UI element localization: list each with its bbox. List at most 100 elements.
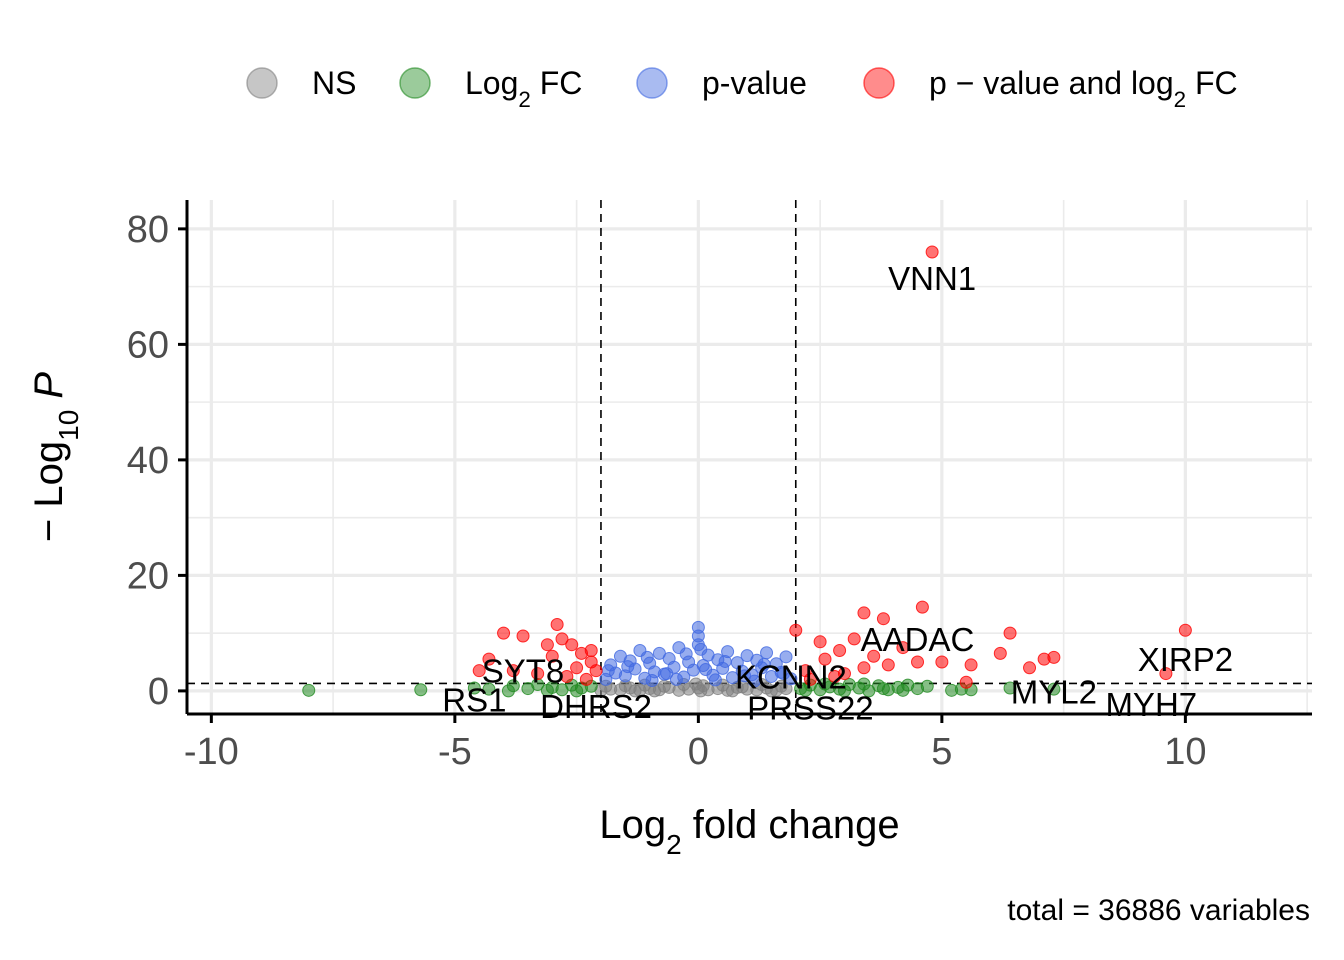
point-pfc <box>550 617 564 631</box>
point-pfc <box>545 649 559 663</box>
point-p <box>679 647 693 661</box>
y-tick-label: 0 <box>148 671 169 713</box>
legend-label-p: p-value <box>702 65 807 101</box>
point-p <box>660 667 674 681</box>
gene-label: DHRS2 <box>540 688 652 725</box>
point-fc <box>482 682 496 696</box>
point-pfc <box>857 661 871 675</box>
point-pfc <box>506 664 520 678</box>
point-p <box>757 657 771 671</box>
point-pfc <box>828 669 842 683</box>
point-fc <box>501 684 515 698</box>
point-pfc <box>833 643 847 657</box>
point-pfc <box>813 635 827 649</box>
point-fc <box>414 683 428 697</box>
point-pfc <box>911 655 925 669</box>
point-pfc <box>959 675 973 689</box>
point-pfc <box>867 649 881 663</box>
point-fc <box>540 683 554 697</box>
point-pfc <box>540 638 554 652</box>
point-pfc <box>1159 667 1173 681</box>
gene-label: KCNN2 <box>735 658 847 695</box>
point-p <box>621 660 635 674</box>
point-pfc <box>993 646 1007 660</box>
point-pfc <box>925 245 939 259</box>
point-fc <box>837 684 851 698</box>
x-tick-label: -10 <box>184 731 239 773</box>
point-pfc <box>1003 626 1017 640</box>
legend-key-p <box>636 67 668 99</box>
point-ns <box>694 684 708 698</box>
legend-key-fc <box>399 67 431 99</box>
y-tick-label: 80 <box>127 209 169 251</box>
point-p <box>779 650 793 664</box>
x-tick-label: 5 <box>931 731 952 773</box>
gene-label: SYT8 <box>482 653 565 690</box>
x-axis-title: Log2 fold change <box>599 803 899 860</box>
point-fc <box>857 677 871 691</box>
point-fc <box>876 682 890 696</box>
point-fc <box>920 679 934 693</box>
point-pfc <box>555 632 569 646</box>
point-p <box>645 674 659 688</box>
point-fc <box>570 684 584 698</box>
point-ns <box>628 684 642 698</box>
gene-label: AADAC <box>861 621 975 658</box>
point-p <box>699 663 713 677</box>
gene-label: MYL2 <box>1011 673 1097 710</box>
legend-label-fc: Log2 FC <box>465 65 582 112</box>
y-axis-title: − Log10 P <box>27 372 84 543</box>
point-fc <box>467 681 481 695</box>
point-pfc <box>1178 623 1192 637</box>
point-pfc <box>1047 650 1061 664</box>
point-pfc <box>497 626 511 640</box>
point-pfc <box>935 655 949 669</box>
legend: NS Log2 FC p-value p − value and log2 FC <box>246 65 1238 112</box>
point-pfc <box>876 612 890 626</box>
point-p <box>640 650 654 664</box>
axes: -10 -5 0 5 10 0 20 40 60 80 <box>127 200 1312 773</box>
point-ns <box>725 684 739 698</box>
point-pfc <box>803 672 817 686</box>
legend-key-pfc <box>863 67 895 99</box>
point-pfc <box>789 623 803 637</box>
point-pfc <box>584 643 598 657</box>
point-pfc <box>915 600 929 614</box>
gene-label: VNN1 <box>888 260 976 297</box>
point-fc <box>818 677 832 691</box>
point-pfc <box>818 652 832 666</box>
x-tick-label: 0 <box>688 731 709 773</box>
point-p <box>669 672 683 686</box>
point-p <box>708 673 722 687</box>
gene-label: PRSS22 <box>747 690 874 727</box>
point-pfc <box>964 658 978 672</box>
point-p <box>747 674 761 688</box>
point-pfc <box>881 658 895 672</box>
point-p <box>760 646 774 660</box>
point-p <box>718 654 732 668</box>
y-tick-label: 20 <box>127 555 169 597</box>
x-tick-label: -5 <box>438 731 472 773</box>
x-tick-label: 10 <box>1164 731 1206 773</box>
point-pfc <box>472 664 486 678</box>
point-pfc <box>565 638 579 652</box>
gene-label: RS1 <box>442 682 506 719</box>
point-fc <box>302 683 316 697</box>
point-pfc <box>516 629 530 643</box>
gene-label: XIRP2 <box>1138 641 1233 678</box>
grid-lines <box>187 200 1312 714</box>
y-tick-label: 40 <box>127 440 169 482</box>
point-pfc <box>531 667 545 681</box>
point-fc <box>1047 682 1061 696</box>
point-fc <box>1003 681 1017 695</box>
point-pfc <box>482 652 496 666</box>
point-p <box>601 664 615 678</box>
y-tick-label: 60 <box>127 324 169 366</box>
gene-labels: VNN1 AADAC XIRP2 SYT8 KCNN2 MYL2 MYH7 RS1 DHRS2 P… <box>442 260 1233 727</box>
legend-label-pfc: p − value and log2 FC <box>929 65 1238 112</box>
point-p <box>777 667 791 681</box>
point-pfc <box>1023 661 1037 675</box>
point-pfc <box>560 669 574 683</box>
cutoff-lines <box>187 200 1312 714</box>
